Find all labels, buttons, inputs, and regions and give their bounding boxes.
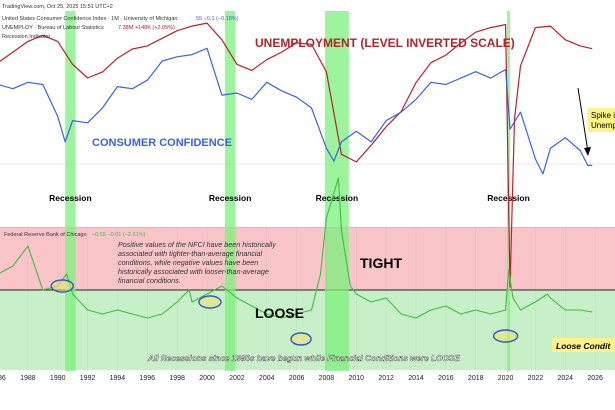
unemployment-title: UNEMPLOYMENT (LEVEL INVERTED SCALE): [255, 36, 515, 50]
x-tick-label: 2002: [229, 375, 245, 382]
loose-badge: Loose Condit: [556, 341, 611, 351]
recessions-note: All Recessions since 1980s have begun wh…: [147, 354, 460, 363]
x-tick-label: 2022: [528, 375, 544, 382]
loose-badge-bg: [552, 338, 615, 352]
x-tick-label: 2018: [468, 375, 484, 382]
x-tick-label: 1992: [80, 375, 96, 382]
header-line3-name: UNEMPLOY · Bureau of Labour Statistics: [2, 25, 104, 31]
x-tick-label: 2008: [319, 375, 335, 382]
consumer-confidence-line: [0, 47, 593, 175]
x-tick-label: 2024: [557, 375, 573, 382]
loose-zone: [0, 290, 615, 370]
x-tick-label: 2000: [199, 375, 215, 382]
x-tick-label: 2014: [408, 375, 424, 382]
x-tick-label: 1998: [169, 375, 185, 382]
nfci-note-line5: financial conditions.: [118, 276, 181, 285]
header-line2-name: United States Consumer Confidence Index …: [2, 16, 177, 22]
panel2-name: Federal Reserve Bank of Chicago: [4, 232, 87, 238]
tight-label: TIGHT: [360, 255, 402, 271]
header-line1: TradingView.com, Oct 25, 2025 15:51 UTC+…: [2, 4, 113, 10]
recession-band: [224, 11, 236, 371]
x-tick-label: 2020: [498, 375, 514, 382]
legend-header: TradingView.com, Oct 25, 2025 15:51 UTC+…: [2, 4, 239, 40]
tight-zone: [0, 228, 615, 290]
recession-band: [324, 11, 349, 371]
header-line2-value: 55 −0.1 (−0.18%): [196, 16, 239, 22]
nfci-note-line4: historically associated with looser-than…: [118, 267, 269, 276]
recession-label: Recession: [316, 193, 359, 203]
spike-label-line2: Unemp: [591, 121, 615, 130]
highlight-ellipse: [290, 332, 312, 346]
x-tick-label: 1990: [50, 375, 66, 382]
x-tick-label: 1994: [110, 375, 126, 382]
recession-band: [65, 11, 76, 371]
spike-arrow-line: [577, 87, 589, 153]
x-tick-label: 2026: [587, 375, 603, 382]
spike-label-bg: [588, 108, 615, 132]
highlight-ellipse: [50, 279, 74, 293]
x-tick-label: 2012: [378, 375, 394, 382]
header-line4-name: Recession Indicator: [2, 34, 50, 40]
x-tick-label: 1986: [0, 375, 6, 382]
highlight-ellipse: [492, 329, 519, 343]
loose-label: LOOSE: [255, 305, 304, 321]
x-tick-label: 2006: [289, 375, 305, 382]
x-tick-label: 1988: [20, 375, 36, 382]
nfci-note-line1: Positive values of the NFCI have been hi…: [118, 240, 276, 249]
nfci-line: [0, 177, 593, 319]
panel2-header: Federal Reserve Bank of Chicago −0.55 −0…: [4, 232, 146, 238]
recession-label: Recession: [209, 193, 252, 203]
x-tick-label: 2016: [438, 375, 454, 382]
spike-callout: Spike in Unemp: [577, 87, 615, 156]
spike-label-line1: Spike in: [591, 111, 615, 120]
unemployment-line: [0, 22, 593, 288]
panel2-value: −0.55 −0.01 (−2.61%): [92, 232, 146, 238]
nfci-note-line2: associated with tighter-than-average fin…: [118, 249, 263, 258]
nfci-note-line3: conditions, while negative values have b…: [118, 258, 258, 267]
recession-label: Recession: [49, 193, 92, 203]
header-line3-value: 7.38M +148K (+2.05%): [118, 25, 175, 31]
x-tick-label: 2010: [348, 375, 364, 382]
x-tick-label: 2004: [259, 375, 275, 382]
consumer-confidence-label: CONSUMER CONFIDENCE: [92, 137, 232, 149]
x-tick-label: 1996: [139, 375, 155, 382]
spike-arrow-head: [584, 147, 591, 156]
highlight-ellipse: [198, 295, 222, 309]
nfci-note: Positive values of the NFCI have been hi…: [118, 240, 276, 285]
